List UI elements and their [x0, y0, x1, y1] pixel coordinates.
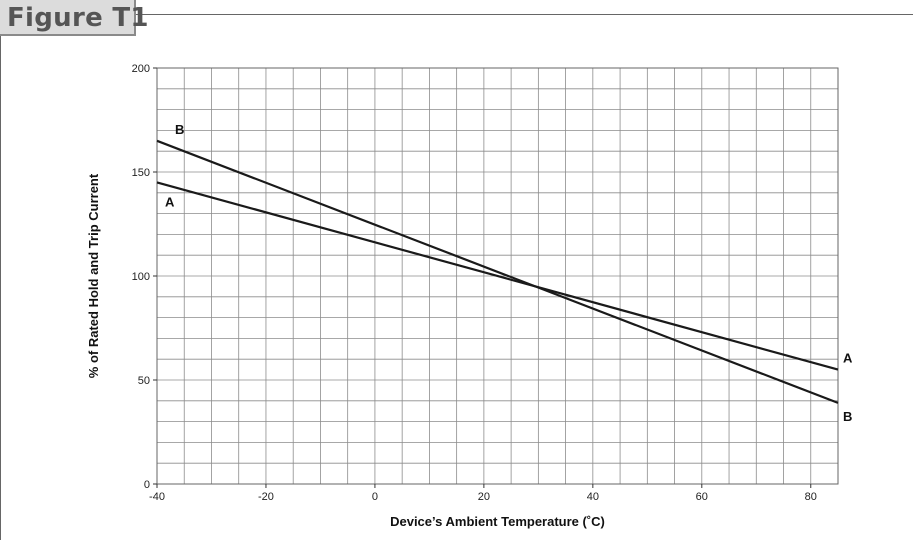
- y-tick-label: 150: [132, 167, 150, 179]
- x-tick-label: 0: [372, 491, 378, 503]
- series-label-b: B: [175, 122, 184, 137]
- chart-series: [156, 139, 839, 404]
- x-tick-label: 80: [805, 491, 817, 503]
- y-tick-label: 0: [144, 479, 150, 491]
- series-label-a: A: [165, 194, 175, 209]
- y-tick-label: 200: [132, 63, 150, 75]
- figure-frame-left-border: [0, 36, 1, 540]
- x-tick-label: 20: [478, 491, 490, 503]
- y-axis-title: % of Rated Hold and Trip Current: [86, 173, 101, 378]
- x-axis-ticks: -40 -20 0 20 40 60 80: [149, 484, 817, 503]
- series-label-b: B: [843, 409, 852, 424]
- series-label-a: A: [843, 351, 853, 366]
- chart-grid: [156, 67, 839, 485]
- series-labels: A A B B: [165, 122, 853, 424]
- x-axis-title: Device’s Ambient Temperature (˚C): [390, 514, 605, 529]
- y-axis-ticks: 0 50 100 150 200: [132, 63, 157, 491]
- y-tick-label: 100: [132, 271, 150, 283]
- x-tick-label: -20: [258, 491, 274, 503]
- y-tick-label: 50: [138, 375, 150, 387]
- figure-frame-top-border: [136, 14, 913, 15]
- figure-tab: Figure T1: [0, 0, 149, 36]
- x-tick-label: 40: [587, 491, 599, 503]
- x-tick-label: -40: [149, 491, 165, 503]
- series-line-b: [156, 139, 839, 404]
- figure-title: Figure T1: [7, 3, 149, 33]
- series-line-a: [156, 181, 839, 371]
- x-tick-label: 60: [696, 491, 708, 503]
